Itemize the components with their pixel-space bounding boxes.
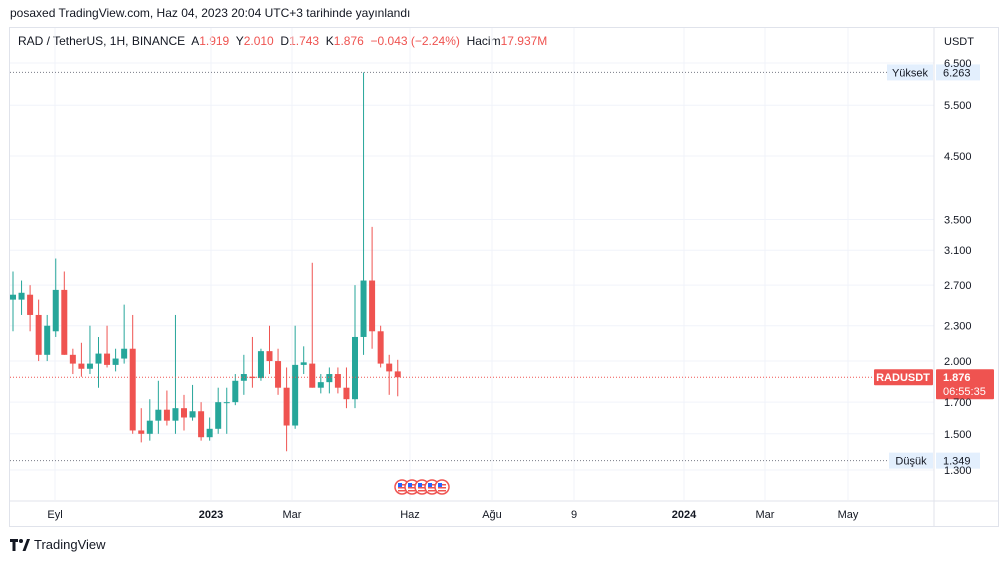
- legend-volume-label: Hacim: [466, 34, 501, 48]
- legend-high-label: Y: [235, 34, 244, 48]
- ohlc-legend: RAD / TetherUS, 1H, BINANCE A1.919 Y2.01…: [18, 34, 547, 48]
- legend-open-value: 1.919: [199, 34, 230, 48]
- legend-open-label: A: [191, 34, 200, 48]
- legend-volume-value: 17.937M: [500, 34, 548, 48]
- tradingview-logo-icon: [10, 538, 30, 551]
- legend-high-value: 2.010: [243, 34, 274, 48]
- footer-brand-text: TradingView: [34, 537, 106, 552]
- footer-brand[interactable]: TradingView: [10, 537, 106, 552]
- legend-close-label: K: [325, 34, 334, 48]
- chart-frame[interactable]: [9, 27, 999, 527]
- legend-low-value: 1.743: [289, 34, 320, 48]
- legend-symbol[interactable]: RAD / TetherUS, 1H, BINANCE: [18, 34, 186, 48]
- legend-close-value: 1.876: [333, 34, 364, 48]
- publish-caption: posaxed TradingView.com, Haz 04, 2023 20…: [10, 6, 411, 20]
- legend-change: −0.043 (−2.24%): [370, 34, 460, 48]
- legend-low-label: D: [280, 34, 290, 48]
